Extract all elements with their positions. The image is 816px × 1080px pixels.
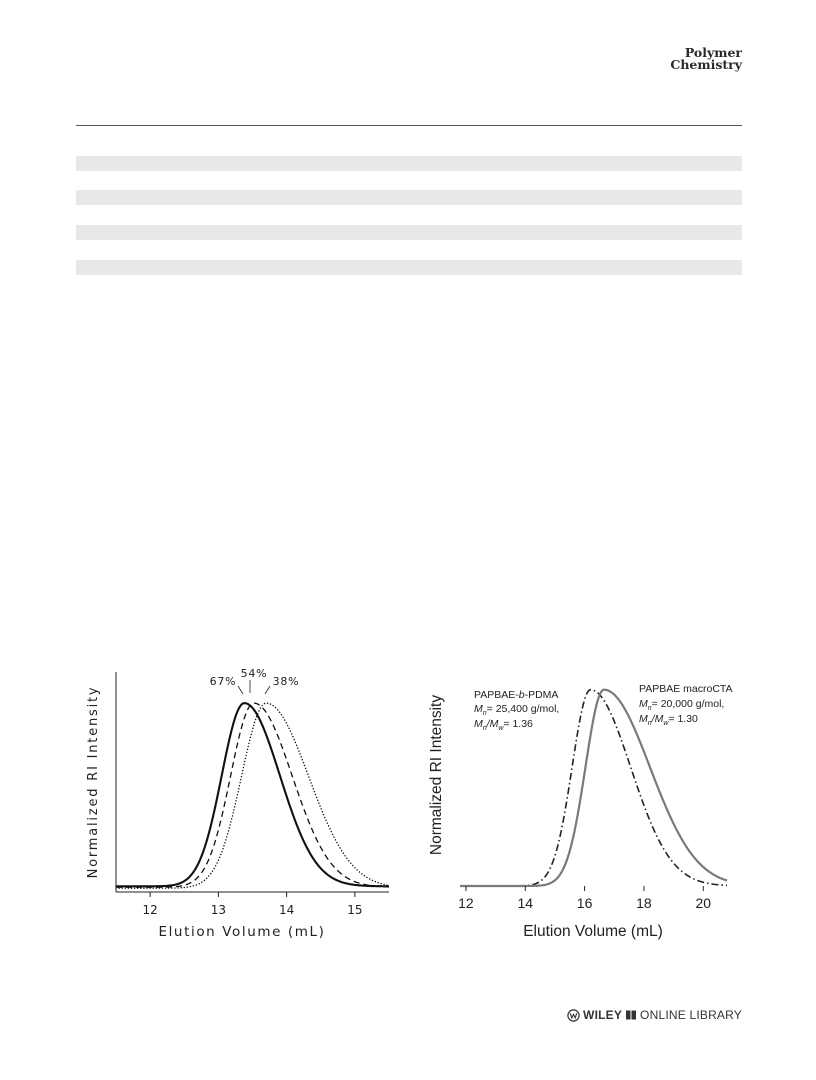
library-name: ONLINE LIBRARY — [640, 1008, 742, 1022]
annotation-54: 54% — [241, 667, 268, 680]
series-line-3 — [115, 702, 390, 889]
x-tick-label: 13 — [211, 903, 226, 917]
journal-name-line2: Chemistry — [670, 57, 742, 72]
x-tick-label: 15 — [347, 903, 362, 917]
annotation-pointer-38 — [264, 685, 271, 695]
legend-left: PAPBAE-b-PDMA Mn= 25,400 g/mol, Mn/Mw= 1… — [474, 689, 559, 732]
legend-left-name: PAPBAE-b-PDMA — [474, 689, 558, 701]
legend-left-pdi: Mn/Mw= 1.36 — [474, 718, 533, 732]
x-tick-label: 14 — [279, 903, 294, 917]
x-axis-label: Elution Volume (mL) — [158, 924, 325, 940]
publisher-name: WILEY — [583, 1008, 623, 1022]
series-line-2 — [116, 702, 390, 888]
table-band — [76, 260, 742, 275]
table-band — [76, 225, 742, 240]
x-tick-label: 12 — [458, 895, 474, 911]
legend-left-mn: Mn= 25,400 g/mol, — [474, 703, 559, 717]
x-tick-label: 12 — [142, 903, 157, 917]
chart-left: 12 13 14 15 Elution Volume (mL) Normalized … — [86, 667, 390, 940]
figure-left: 12 13 14 15 Elution Volume (mL) Normalized … — [82, 660, 402, 950]
header-rule — [76, 125, 742, 126]
wiley-logo-icon — [567, 1008, 580, 1022]
chart-right: 12 14 16 18 20 Elution Volume (mL) Normalize… — [428, 683, 733, 940]
legend-right-mn: Mn= 20,000 g/mol, — [639, 698, 724, 712]
x-tick-label: 16 — [577, 895, 593, 911]
x-axis-label: Elution Volume (mL) — [523, 923, 663, 940]
x-tick-label: 18 — [636, 895, 652, 911]
journal-name: Polymer Chemistry — [670, 45, 742, 72]
series-line-2 — [460, 688, 728, 888]
publisher-footer: WILEY ONLINE LIBRARY — [567, 1008, 742, 1022]
legend-right: PAPBAE macroCTA Mn= 20,000 g/mol, Mn/Mw=… — [639, 683, 733, 727]
x-tick-label: 14 — [517, 895, 533, 911]
x-tick-label: 20 — [695, 895, 711, 911]
journal-name-line1: Polymer — [684, 45, 742, 60]
series-line-1 — [116, 702, 390, 888]
annotation-38: 38% — [273, 675, 300, 688]
annotation-pointer-67 — [237, 685, 244, 695]
legend-right-pdi: Mn/Mw= 1.30 — [639, 713, 698, 727]
table-band — [76, 156, 742, 171]
figure-right: 12 14 16 18 20 Elution Volume (mL) Normalize… — [422, 660, 742, 950]
table-band — [76, 190, 742, 205]
y-axis-label: Normalized RI Intensity — [428, 695, 445, 855]
annotation-67: 67% — [210, 675, 237, 688]
y-axis-label: Normalized RI Intensity — [86, 686, 101, 879]
legend-right-name: PAPBAE macroCTA — [639, 683, 733, 695]
library-book-icon — [626, 1010, 637, 1020]
